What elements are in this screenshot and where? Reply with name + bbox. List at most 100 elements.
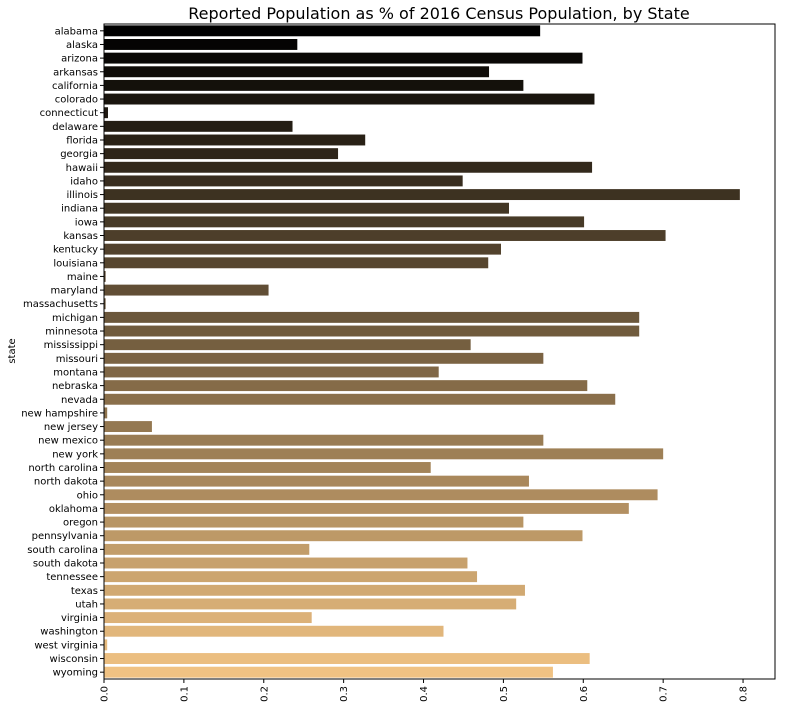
plot-frame <box>103 23 776 680</box>
bar-new-mexico <box>104 434 544 446</box>
bar-oklahoma <box>104 502 629 514</box>
y-tick-label: florida <box>66 135 98 146</box>
x-tick-label: 0.7 <box>659 686 670 702</box>
bar-south-carolina <box>104 543 310 555</box>
bar-wyoming <box>104 666 553 678</box>
y-tick-label: tennessee <box>46 572 98 583</box>
y-tick-label: north carolina <box>28 463 98 474</box>
bar-arkansas <box>104 66 490 78</box>
bar-montana <box>104 366 439 378</box>
y-tick-label: texas <box>71 586 98 597</box>
y-tick-label: washington <box>40 627 98 638</box>
bar-kansas <box>104 230 666 241</box>
x-tick-label: 0.6 <box>579 686 590 702</box>
x-axis-ticks: 0.0 0.1 0.2 0.3 0.4 0.5 0.6 0.7 0.8 <box>100 679 750 702</box>
x-tick-label: 0.5 <box>499 686 510 702</box>
chart-title: Reported Population as % of 2016 Census … <box>188 4 689 23</box>
bar-alaska <box>104 39 298 50</box>
y-tick-label: minnesota <box>45 327 98 338</box>
y-tick-label: mississippi <box>44 340 98 351</box>
y-tick-label: ohio <box>77 490 98 501</box>
y-tick-label: louisiana <box>53 258 98 269</box>
bar-new-hampshire <box>104 407 108 419</box>
y-tick-label: arkansas <box>53 67 98 78</box>
y-tick-label: south dakota <box>33 559 98 570</box>
bar-washington <box>104 625 444 637</box>
bar-hawaii <box>104 161 593 173</box>
y-tick-label: utah <box>75 599 98 610</box>
bar-wisconsin <box>104 653 590 664</box>
bar-utah <box>104 598 517 610</box>
y-tick-label: massachusetts <box>23 299 98 310</box>
bar-alabama <box>104 25 541 37</box>
bar-colorado <box>104 93 595 105</box>
x-tick-label: 0.2 <box>259 686 270 702</box>
y-tick-label: hawaii <box>66 163 98 174</box>
bar-maine <box>104 270 106 282</box>
bar-pennsylvania <box>104 530 583 542</box>
x-tick-label: 0.1 <box>179 686 190 702</box>
y-tick-label: south carolina <box>27 545 98 556</box>
bar-arizona <box>104 52 583 64</box>
bar-ohio <box>104 489 658 501</box>
bars-group <box>104 25 740 678</box>
bar-california <box>104 79 524 91</box>
y-axis-label: state <box>7 338 18 363</box>
y-tick-label: virginia <box>61 613 98 624</box>
bar-tennessee <box>104 571 478 583</box>
y-tick-label: nebraska <box>52 381 98 392</box>
y-axis-ticks: alabama alaska arizona arkansas california co… <box>21 26 104 679</box>
y-tick-label: oregon <box>63 518 98 529</box>
bar-georgia <box>104 148 339 160</box>
x-tick-label: 0.8 <box>739 686 750 702</box>
y-tick-label: idaho <box>70 176 98 187</box>
y-tick-label: maine <box>67 272 98 283</box>
bar-nevada <box>104 393 616 405</box>
bar-new-jersey <box>104 421 152 433</box>
bar-idaho <box>104 175 463 187</box>
bar-west-virginia <box>104 639 108 651</box>
y-tick-label: west virginia <box>34 640 98 651</box>
bar-illinois <box>104 189 740 201</box>
bar-delaware <box>104 120 293 132</box>
bar-minnesota <box>104 325 640 337</box>
bar-louisiana <box>104 257 489 269</box>
y-tick-label: alaska <box>66 40 98 51</box>
y-tick-label: new jersey <box>44 422 98 433</box>
y-tick-label: georgia <box>60 149 98 160</box>
x-tick-label: 0.0 <box>100 686 111 702</box>
y-tick-label: kentucky <box>53 245 98 256</box>
y-tick-label: michigan <box>52 313 98 324</box>
bar-mississippi <box>104 339 471 351</box>
bar-nebraska <box>104 380 588 392</box>
bar-massachusetts <box>104 298 106 310</box>
bar-missouri <box>104 352 544 364</box>
bar-kentucky <box>104 243 502 255</box>
y-tick-label: montana <box>53 367 98 378</box>
bar-oregon <box>104 516 524 528</box>
y-tick-label: indiana <box>61 204 98 215</box>
y-tick-label: kansas <box>63 231 98 242</box>
bar-florida <box>104 134 366 146</box>
y-tick-label: iowa <box>75 217 98 228</box>
bar-new-york <box>104 448 664 460</box>
y-tick-label: illinois <box>66 190 98 201</box>
bar-north-carolina <box>104 462 431 473</box>
bar-connecticut <box>104 107 108 119</box>
bar-virginia <box>104 612 312 624</box>
y-tick-label: delaware <box>52 122 98 133</box>
y-tick-label: new mexico <box>38 436 98 447</box>
y-tick-label: connecticut <box>40 108 98 119</box>
bar-maryland <box>104 284 269 296</box>
bar-north-dakota <box>104 475 529 487</box>
y-tick-label: missouri <box>56 354 98 365</box>
bar-iowa <box>104 216 585 228</box>
y-tick-label: california <box>52 81 98 92</box>
x-tick-label: 0.3 <box>339 686 350 702</box>
y-tick-label: new york <box>52 449 98 460</box>
bar-michigan <box>104 311 640 323</box>
x-tick-label: 0.4 <box>419 686 430 702</box>
y-tick-label: alabama <box>55 26 98 37</box>
bar-texas <box>104 584 525 596</box>
